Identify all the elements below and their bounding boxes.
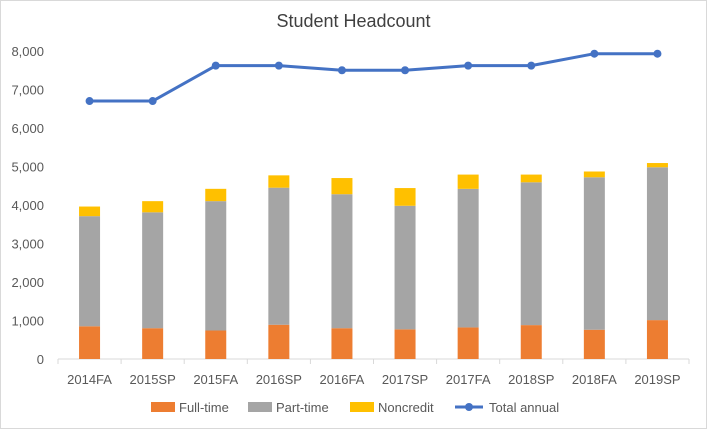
y-tick-label: 7,000	[11, 83, 44, 98]
line-point	[274, 61, 283, 70]
x-tick-label: 2014FA	[67, 372, 112, 387]
x-tick-label: 2016FA	[320, 372, 365, 387]
line-point	[148, 97, 157, 106]
bar-part-time	[646, 167, 668, 321]
bar-part-time	[79, 216, 101, 327]
y-tick-label: 2,000	[11, 275, 44, 290]
bar-part-time	[331, 194, 353, 329]
line-point	[527, 61, 536, 70]
bar-part-time	[394, 205, 416, 330]
y-tick-label: 1,000	[11, 314, 44, 329]
bar-noncredit	[520, 174, 542, 183]
legend-label: Noncredit	[378, 400, 434, 415]
y-tick-label: 8,000	[11, 44, 44, 59]
y-tick-label: 6,000	[11, 121, 44, 136]
bar-noncredit	[142, 201, 164, 213]
bar-full-time	[142, 328, 164, 359]
x-tick-label: 2018FA	[572, 372, 617, 387]
bar-part-time	[457, 188, 479, 328]
bar-full-time	[394, 329, 416, 359]
bar-part-time	[583, 177, 605, 330]
y-tick-label: 4,000	[11, 198, 44, 213]
bar-part-time	[268, 187, 290, 325]
bar-noncredit	[583, 171, 605, 178]
bar-noncredit	[331, 178, 353, 195]
legend-label: Full-time	[179, 400, 229, 415]
line-point	[337, 66, 346, 75]
line-total-annual	[89, 52, 658, 103]
bar-full-time	[583, 329, 605, 359]
bar-noncredit	[457, 174, 479, 189]
bar-noncredit	[646, 163, 668, 168]
x-tick-label: 2019SP	[634, 372, 680, 387]
x-tick-label: 2016SP	[256, 372, 302, 387]
x-tick-label: 2018SP	[508, 372, 554, 387]
bar-part-time	[205, 201, 227, 331]
y-tick-label: 5,000	[11, 160, 44, 175]
legend-swatch	[151, 402, 175, 412]
x-tick-label: 2017FA	[446, 372, 491, 387]
line-point	[211, 61, 220, 70]
y-tick-label: 0	[37, 352, 44, 367]
bar-full-time	[457, 327, 479, 359]
bar-noncredit	[79, 206, 101, 217]
bar-noncredit	[394, 188, 416, 206]
bar-noncredit	[205, 188, 227, 202]
y-tick-label: 3,000	[11, 237, 44, 252]
x-tick-label: 2015SP	[130, 372, 176, 387]
legend-swatch	[248, 402, 272, 412]
legend-swatch	[350, 402, 374, 412]
x-tick-label: 2015FA	[193, 372, 238, 387]
line-point	[464, 61, 473, 70]
bar-full-time	[520, 325, 542, 359]
line-point	[653, 49, 662, 58]
bar-full-time	[331, 328, 353, 359]
line-point	[590, 49, 599, 58]
line-point	[85, 97, 94, 106]
legend-label: Total annual	[489, 400, 559, 415]
bar-part-time	[520, 182, 542, 326]
legend-label: Part-time	[276, 400, 329, 415]
bar-full-time	[205, 330, 227, 359]
chart-title: Student Headcount	[276, 11, 431, 31]
bar-full-time	[79, 326, 101, 359]
line-point	[401, 66, 410, 75]
x-tick-label: 2017SP	[382, 372, 428, 387]
legend-line-point	[465, 403, 473, 411]
bar-part-time	[142, 212, 164, 329]
bar-full-time	[646, 320, 668, 359]
bar-noncredit	[268, 175, 290, 188]
bar-full-time	[268, 324, 290, 359]
